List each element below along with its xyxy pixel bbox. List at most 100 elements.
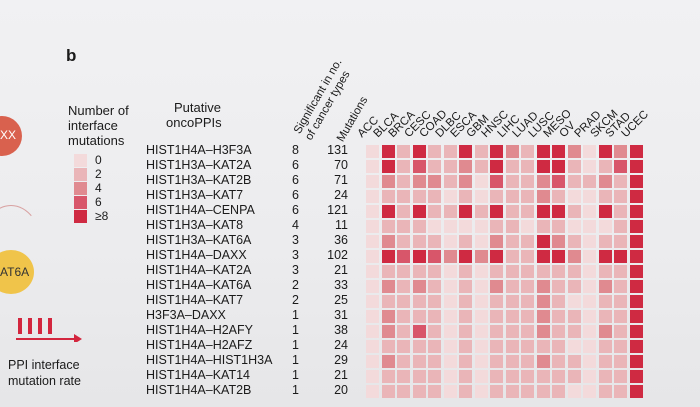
- putative-header: Putative oncoPPIs: [166, 100, 222, 130]
- heatmap-cell: [459, 235, 472, 248]
- heatmap-cell: [490, 340, 503, 353]
- ppi-name: HIST1H4A–CENPA: [146, 203, 255, 217]
- heatmap-cell: [490, 145, 503, 158]
- heatmap-cell: [583, 190, 596, 203]
- heatmap-cell: [505, 235, 519, 248]
- heatmap-cell: [552, 385, 565, 398]
- heatmap-cell: [412, 295, 426, 308]
- heatmap-cell: [598, 325, 612, 338]
- heatmap-cell: [474, 220, 488, 233]
- ppi-rate-arrow-head: [74, 334, 82, 342]
- heatmap-cell: [505, 175, 519, 188]
- ppi-rate-arrow: [16, 318, 82, 342]
- heatmap-cell: [381, 205, 395, 218]
- heatmap-cell: [629, 160, 643, 173]
- heatmap-cell: [443, 250, 457, 263]
- heatmap-cell: [505, 310, 519, 323]
- heatmap-cell: [412, 265, 426, 278]
- heatmap-cell: [397, 295, 410, 308]
- heatmap-cell: [474, 370, 488, 383]
- heatmap-cell: [567, 190, 581, 203]
- significant-count: 3: [292, 248, 299, 262]
- heatmap-cell: [428, 160, 441, 173]
- heatmap-cell: [443, 265, 457, 278]
- heatmap-cell: [412, 310, 426, 323]
- heatmap-cell: [443, 325, 457, 338]
- mutation-count: 102: [327, 248, 348, 262]
- ppi-name: HIST1H3A–KAT8: [146, 218, 244, 232]
- heatmap-cell: [629, 205, 643, 218]
- heatmap-cell: [583, 370, 596, 383]
- heatmap-cell: [567, 145, 581, 158]
- heatmap-cell: [583, 310, 596, 323]
- heatmap-cell: [629, 265, 643, 278]
- heatmap-cell: [428, 295, 441, 308]
- heatmap-cell: [459, 355, 472, 368]
- heatmap-cell: [629, 310, 643, 323]
- ppi-rate-bar: [48, 318, 52, 334]
- heatmap-cell: [428, 340, 441, 353]
- heatmap-cell: [397, 370, 410, 383]
- heatmap-cell: [459, 175, 472, 188]
- heatmap-cell: [567, 205, 581, 218]
- heatmap-cell: [443, 310, 457, 323]
- heatmap-cell: [521, 280, 534, 293]
- heatmap-cell: [598, 280, 612, 293]
- heatmap-cell: [490, 370, 503, 383]
- heatmap-cell: [629, 280, 643, 293]
- legend-title: Number of interface mutations: [68, 103, 129, 148]
- mutation-count: 33: [334, 278, 348, 292]
- heatmap-cell: [443, 295, 457, 308]
- heatmap-cell: [598, 340, 612, 353]
- heatmap-cell: [381, 370, 395, 383]
- heatmap-cell: [629, 250, 643, 263]
- heatmap-cell: [459, 220, 472, 233]
- heatmap-cell: [598, 370, 612, 383]
- heatmap-cell: [505, 220, 519, 233]
- heatmap-cell: [474, 145, 488, 158]
- ppi-name: HIST1H4A–H2AFY: [146, 323, 253, 337]
- heatmap-cell: [490, 280, 503, 293]
- heatmap-cell: [521, 295, 534, 308]
- heatmap-cell: [583, 145, 596, 158]
- heatmap-cell: [366, 355, 379, 368]
- heatmap-cell: [505, 190, 519, 203]
- significant-count: 2: [292, 278, 299, 292]
- heatmap-cell: [583, 160, 596, 173]
- heatmap-cell: [598, 295, 612, 308]
- heatmap-cell: [552, 370, 565, 383]
- ppi-rate-bar: [28, 318, 32, 334]
- heatmap-cell: [412, 205, 426, 218]
- heatmap-cell: [474, 325, 488, 338]
- heatmap-cell: [536, 370, 550, 383]
- ppi-rate-label-line: PPI interface: [8, 358, 80, 372]
- heatmap-cell: [397, 160, 410, 173]
- heatmap-cell: [552, 160, 565, 173]
- heatmap-cell: [397, 220, 410, 233]
- mutation-count: 11: [335, 218, 348, 232]
- ppi-name: H3F3A–DAXX: [146, 308, 226, 322]
- heatmap-cell: [583, 250, 596, 263]
- ppi-name: HIST1H4A–KAT2B: [146, 383, 252, 397]
- heatmap-cell: [567, 295, 581, 308]
- heatmap-cell: [412, 160, 426, 173]
- heatmap-cell: [614, 325, 627, 338]
- heatmap-cell: [443, 340, 457, 353]
- heatmap-cell: [629, 370, 643, 383]
- heatmap-cell: [614, 340, 627, 353]
- heatmap-cell: [598, 265, 612, 278]
- heatmap-cell: [598, 220, 612, 233]
- heatmap-cell: [598, 205, 612, 218]
- heatmap-cell: [552, 325, 565, 338]
- ppi-name: HIST1H4A–DAXX: [146, 248, 247, 262]
- heatmap-cell: [521, 325, 534, 338]
- heatmap-cell: [490, 355, 503, 368]
- heatmap-cell: [366, 235, 379, 248]
- heatmap-cell: [583, 175, 596, 188]
- heatmap-cell: [366, 220, 379, 233]
- ppi-name: HIST1H4A–KAT2A: [146, 263, 252, 277]
- significant-count: 4: [292, 218, 299, 232]
- heatmap-cell: [443, 145, 457, 158]
- heatmap-cell: [505, 295, 519, 308]
- heatmap-cell: [474, 310, 488, 323]
